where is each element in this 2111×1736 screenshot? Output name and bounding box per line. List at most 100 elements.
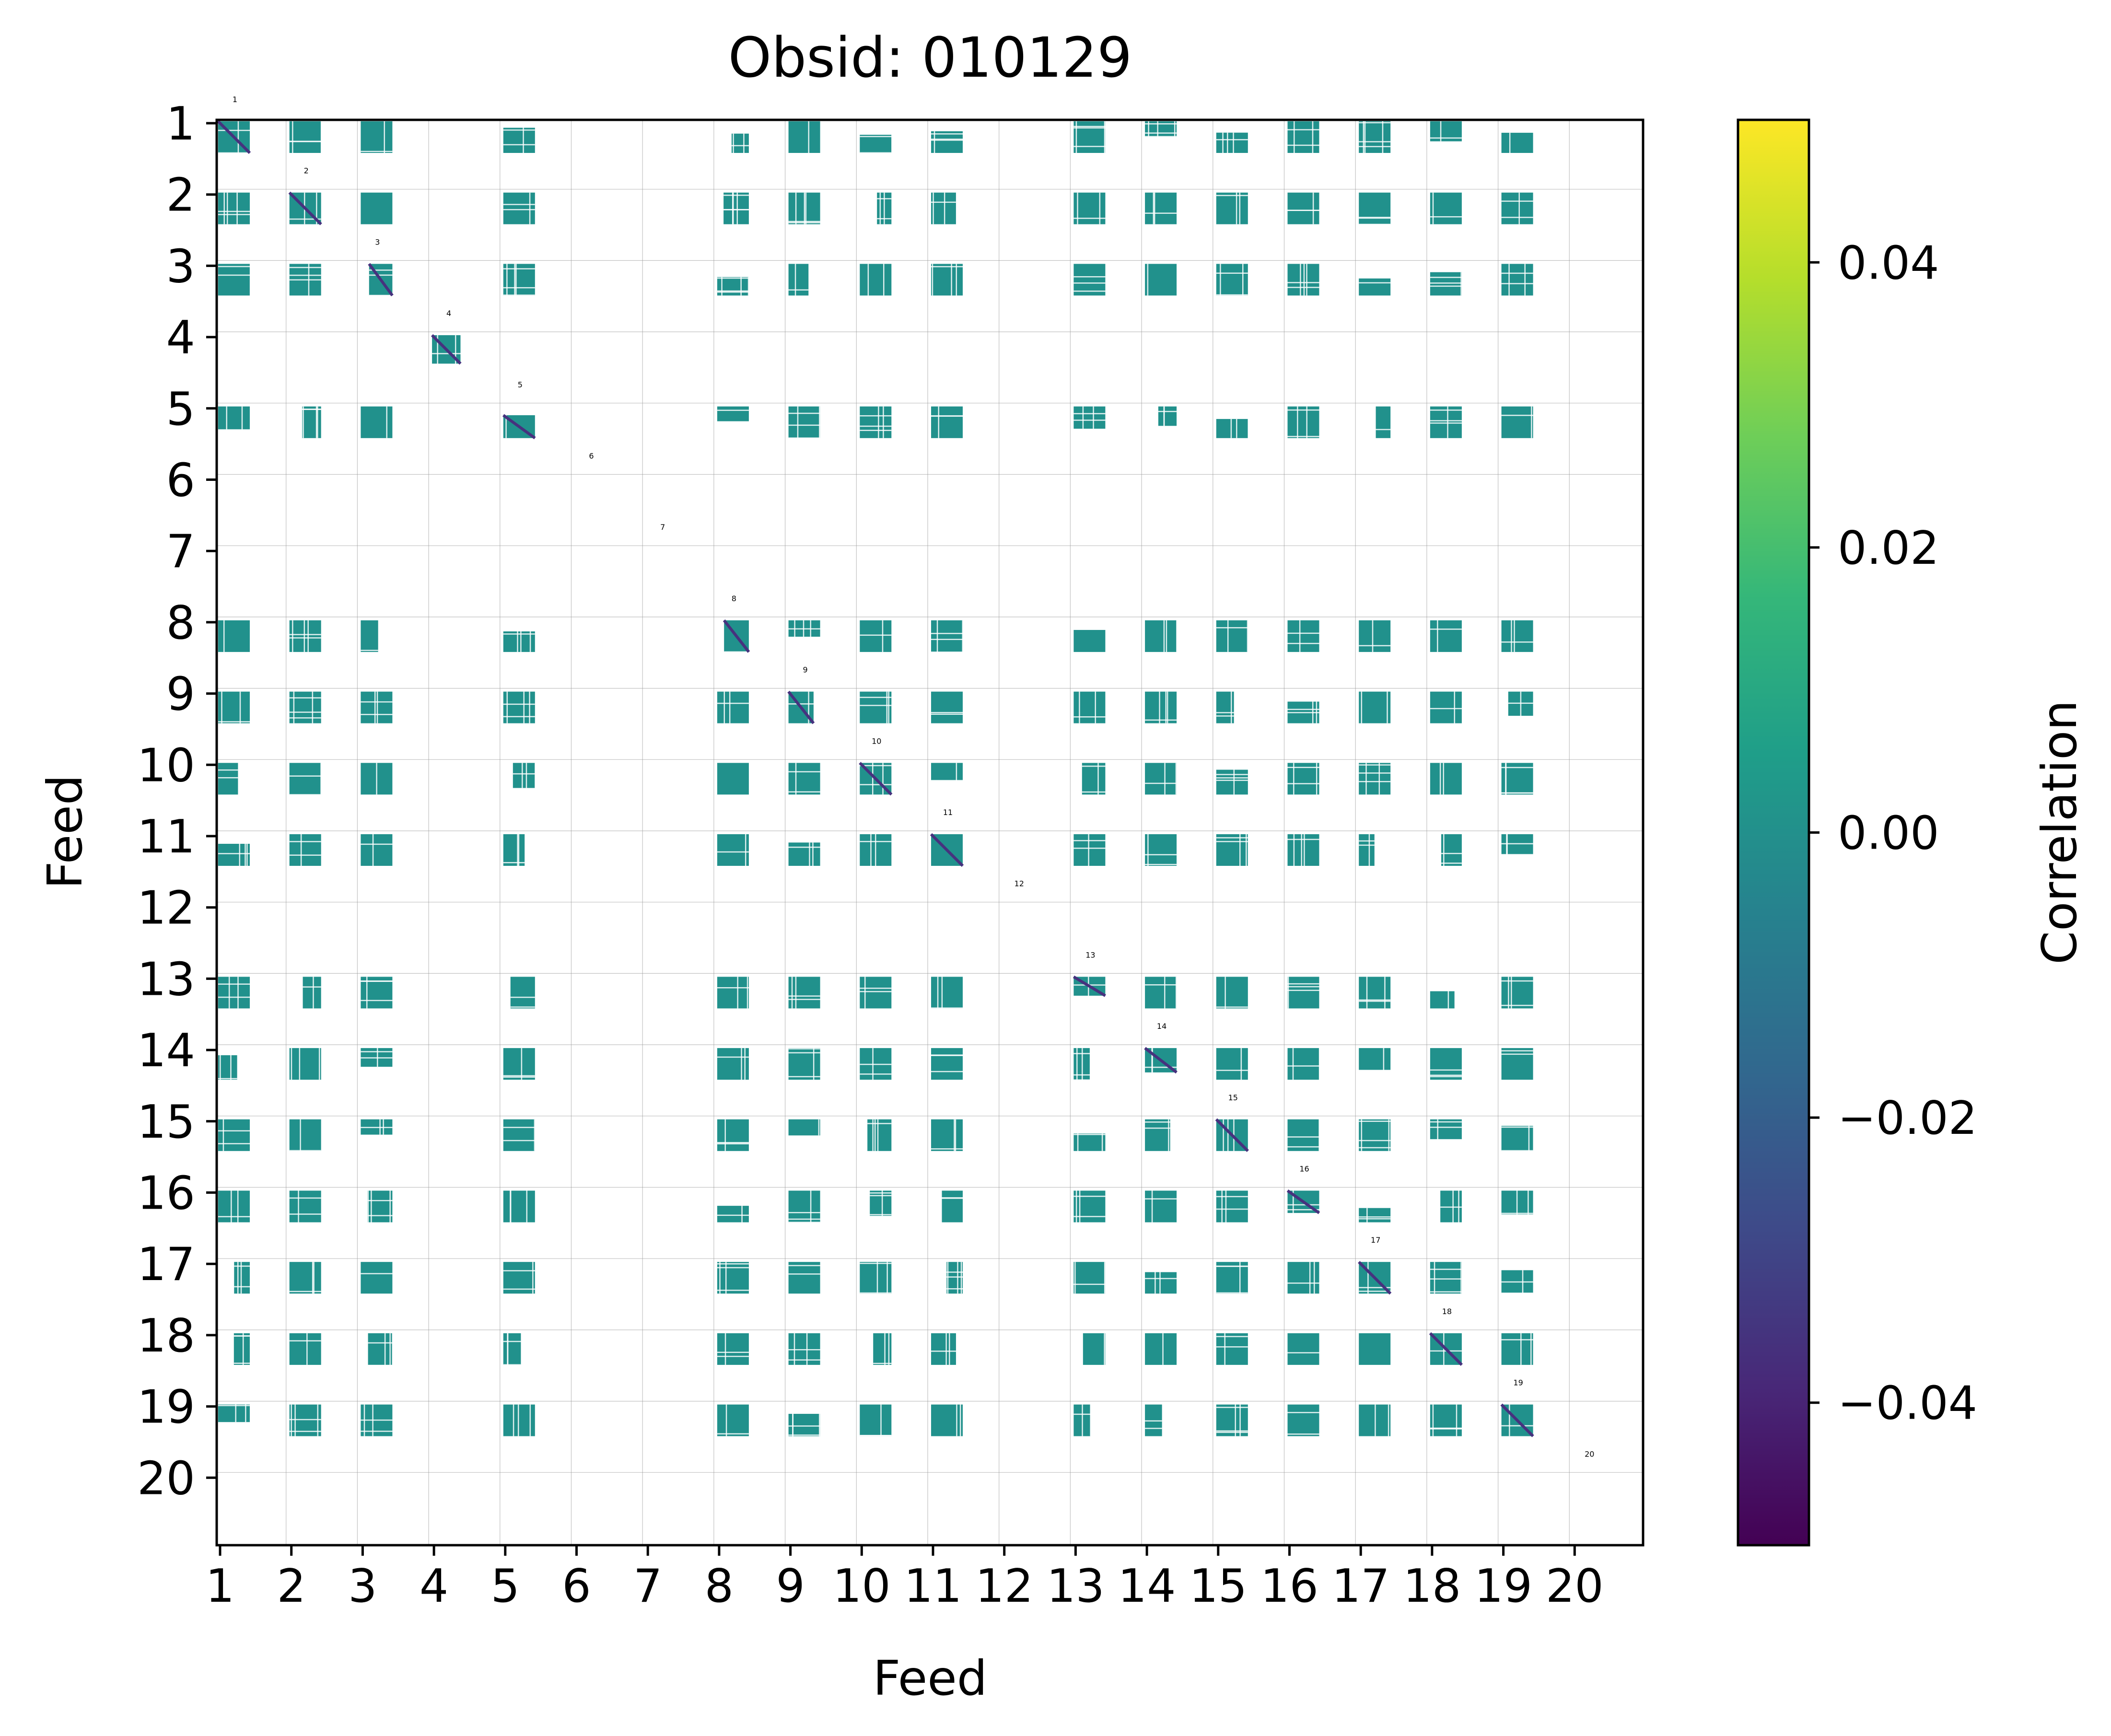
mask-stripe [717,1290,749,1291]
mask-stripe [1155,1272,1156,1294]
mask-stripe [788,1349,820,1351]
mask-stripe [1230,691,1232,723]
mask-stripe [231,1190,232,1223]
mask-stripe [1430,422,1462,424]
mask-stripe [361,714,393,715]
mask-stripe [931,1007,963,1009]
mask-stripe [1073,1134,1106,1135]
heatmap-cell [1501,192,1533,224]
mask-stripe [366,977,368,1009]
x-tick-label: 14 [1118,1560,1176,1613]
mask-stripe [1236,419,1237,438]
mask-stripe [303,620,305,652]
heatmap-cell [289,1190,321,1223]
mask-stripe [289,1197,321,1199]
mask-stripe [1501,1281,1533,1283]
mask-stripe [1432,192,1434,224]
mask-stripe [886,1262,888,1294]
mask-stripe [860,697,892,698]
y-tick-label: 5 [166,383,195,436]
mask-stripe [1430,285,1462,287]
mask-stripe [1216,139,1248,140]
mask-stripe [455,335,456,364]
mask-stripe [1361,1119,1363,1151]
mask-stripe [931,712,963,713]
mask-stripe [1293,763,1295,795]
mask-stripe [1501,1425,1533,1427]
mask-stripe [1430,708,1462,710]
mask-stripe [369,274,393,276]
x-tick-label: 4 [420,1560,448,1613]
mask-stripe [289,1431,321,1432]
heatmap-cell [1216,620,1248,652]
mask-stripe [717,987,749,989]
mask-stripe [289,1419,321,1421]
mask-stripe [1430,1127,1462,1128]
mask-stripe [956,264,957,296]
mask-stripe [503,1340,521,1342]
heatmap-cell [289,1262,321,1294]
mask-stripe [788,1273,820,1275]
mask-stripe [506,691,508,723]
heatmap-cell [513,763,535,788]
diagonal-line [368,263,394,297]
mask-stripe [367,1190,369,1223]
mask-stripe [872,1119,874,1151]
mask-stripe [938,406,940,438]
heatmap-cell [1216,192,1248,224]
mask-stripe [384,121,385,153]
heatmap-cell [1216,1048,1248,1080]
mask-stripe [945,1333,947,1365]
heatmap-cell [1145,763,1177,795]
heatmap-cell [1287,1404,1319,1436]
mask-stripe [931,1054,963,1056]
block-label: 18 [1442,1307,1452,1316]
colorbar-tick-label: 0.00 [1838,807,1939,860]
mask-stripe [534,1119,536,1151]
heatmap-cell [361,834,393,866]
y-tick-label: 12 [137,882,195,935]
mask-stripe [1430,1076,1462,1077]
mask-stripe [1359,764,1391,766]
mask-stripe [1316,763,1318,795]
mask-stripe [860,415,892,417]
mask-stripe [788,1434,820,1436]
mask-stripe [291,1048,292,1080]
heatmap-cell [788,763,820,795]
heatmap-cell [361,1262,393,1294]
mask-stripe [788,437,820,439]
mask-stripe [513,773,535,775]
mask-stripe [870,1214,892,1215]
mask-stripe [788,771,820,772]
x-tick-label: 20 [1546,1560,1604,1613]
y-tick-label: 7 [166,525,195,578]
mask-stripe [1299,620,1301,652]
mask-stripe [289,1340,321,1341]
heatmap-cell [1430,1119,1462,1140]
heatmap-cell [1359,278,1391,296]
heatmap-cell [1430,1262,1462,1294]
mask-stripe [1082,1404,1083,1436]
mask-stripe [872,763,874,795]
mask-stripe [788,1076,820,1078]
heatmap-cell [1430,763,1462,795]
mask-stripe [808,121,810,153]
mask-stripe [1292,1048,1294,1080]
mask-stripe [233,1335,250,1337]
mask-stripe [1073,1053,1090,1054]
mask-stripe [1246,834,1247,866]
x-tick-label: 9 [776,1560,805,1613]
heatmap-cell [788,121,820,153]
x-tick-label: 19 [1474,1560,1532,1613]
heatmap-cell [1359,192,1391,224]
heatmap-cell [1287,406,1319,438]
mask-stripe [719,1262,721,1294]
heatmap-cell [218,977,250,1009]
mask-stripe [503,209,535,210]
mask-stripe [1164,763,1166,795]
mask-stripe [529,631,531,652]
heatmap-cell [368,1333,393,1365]
mask-stripe [870,1195,892,1197]
heatmap-cell [1145,192,1177,224]
